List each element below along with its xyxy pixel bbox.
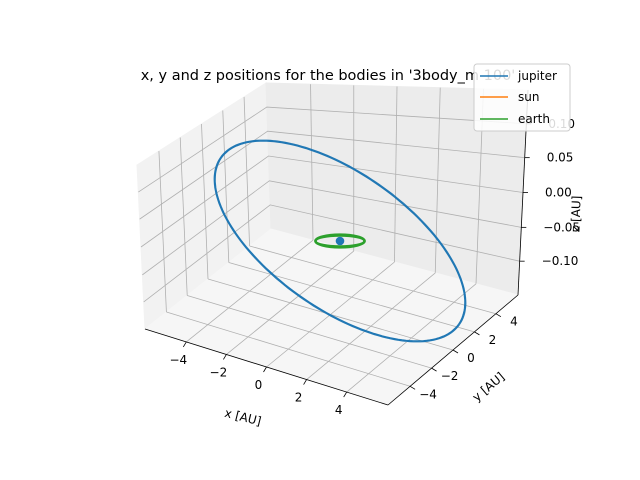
grid-floor-y-0	[166, 311, 411, 387]
z-axis-label: z [AU]	[568, 195, 583, 232]
y-tick-mark-0	[409, 385, 416, 390]
y-tick-label-0: −4	[419, 387, 437, 401]
x-tick-mark-3	[303, 379, 307, 385]
series-jupiter-center-marker	[335, 236, 345, 246]
y-tick-label-1: −2	[441, 369, 459, 383]
y-tick-mark-4	[495, 313, 502, 318]
y-tick-label-3: 2	[489, 333, 497, 347]
x-tick-label-0: −4	[169, 353, 187, 367]
x-tick-label-4: 4	[335, 403, 343, 417]
legend-label-earth: earth	[518, 112, 550, 126]
grid-z-2	[140, 155, 524, 248]
y-axis-label: y [AU]	[470, 370, 508, 405]
x-tick-mark-4	[343, 391, 348, 398]
grid-floor-y-1	[187, 295, 432, 369]
x-tick-mark-1	[223, 354, 227, 360]
z-tick-label-0: −0.10	[542, 254, 579, 268]
x-tick-label-2: 0	[255, 378, 263, 392]
y-tick-mark-1	[431, 367, 437, 372]
z-tick-label-3: 0.05	[547, 151, 574, 165]
grid-z-3	[139, 130, 525, 220]
legend: jupiter sun earth	[473, 63, 571, 132]
z-tick-label-1: −0.05	[543, 220, 580, 234]
grid-floor-y-4	[249, 245, 497, 315]
grid-lines	[138, 84, 527, 393]
x-tick-mark-0	[182, 341, 187, 348]
x-tick-mark-2	[263, 366, 267, 373]
grid-z-0	[143, 204, 520, 303]
chart-title: x, y and z positions for the bodies in '…	[141, 68, 516, 84]
series-jupiter-orbit	[214, 140, 466, 342]
series-jupiter-orbit-trace	[213, 139, 467, 343]
x-axis-label: x [AU]	[223, 406, 263, 429]
y-tick-mark-3	[474, 331, 480, 336]
series-earth-orbit-3	[314, 233, 366, 249]
legend-label-sun: sun	[518, 90, 539, 104]
y-tick-label-4: 4	[510, 315, 518, 329]
x-tick-label-3: 2	[295, 391, 303, 405]
y-tick-label-2: 0	[467, 351, 475, 365]
legend-label-jupiter: jupiter	[517, 69, 557, 83]
grid-z-4	[138, 106, 527, 193]
x-tick-label-1: −2	[210, 365, 228, 379]
y-tick-mark-2	[452, 349, 459, 354]
z-tick-label-2: 0.00	[545, 186, 572, 200]
series-group	[213, 139, 467, 343]
grid-z-1	[142, 180, 522, 276]
grid-floor-y-3	[228, 262, 475, 333]
legend-box	[473, 63, 571, 132]
